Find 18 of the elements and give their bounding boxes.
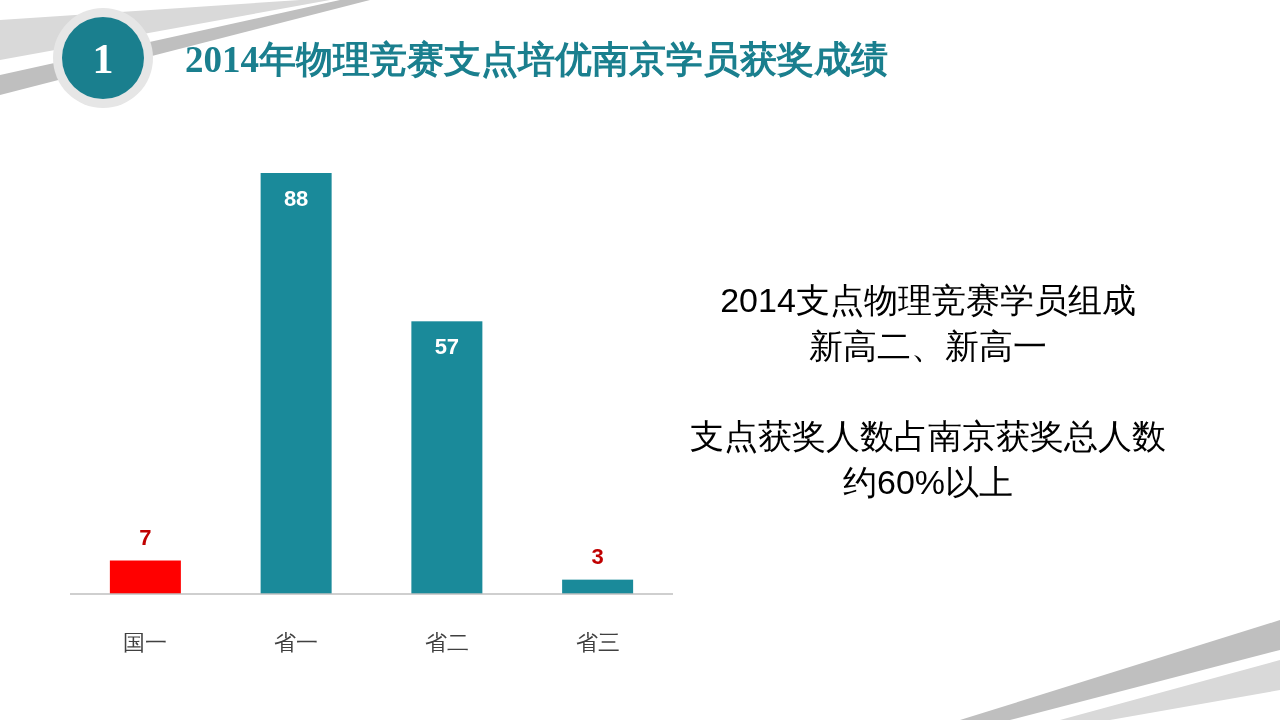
x-tick-label: 省三 (575, 630, 620, 655)
text: 新高二、新高一 (809, 327, 1047, 365)
x-tick-label: 国一 (123, 630, 168, 655)
bar (562, 579, 634, 594)
bar (109, 560, 181, 594)
bar (411, 321, 483, 594)
data-label: 7 (139, 524, 152, 550)
data-label: 3 (591, 543, 604, 569)
bar (260, 173, 332, 594)
chart-title: 2014年物理竞赛支点培优南京学员获奖成绩 (185, 39, 888, 80)
text: 支点获奖人数占南京获奖总人数 (690, 417, 1166, 455)
x-tick-label: 省二 (424, 630, 469, 655)
text: 约60%以上 (842, 463, 1014, 501)
data-label: 57 (434, 334, 460, 360)
text: 1 (92, 36, 114, 82)
x-tick-label: 省一 (274, 630, 319, 655)
data-label: 88 (283, 186, 309, 211)
text: 2014支点物理竞赛学员组成 (720, 281, 1136, 319)
